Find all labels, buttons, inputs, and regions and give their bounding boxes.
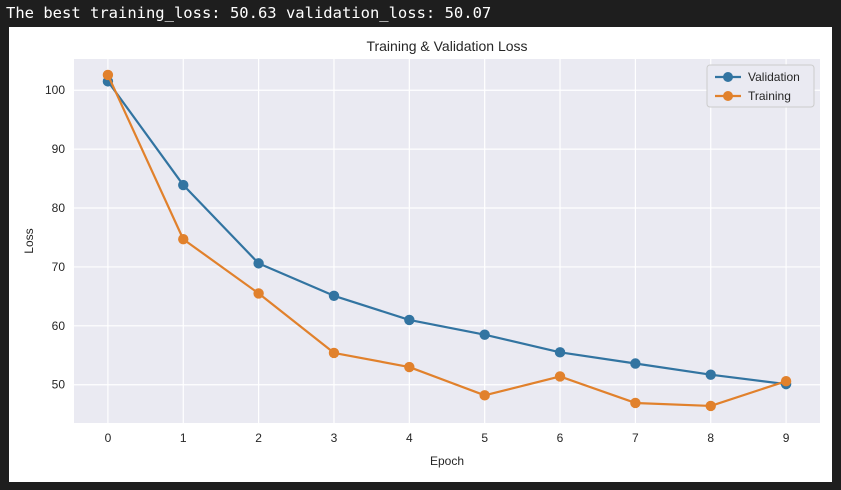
y-axis-label: Loss xyxy=(22,228,36,253)
data-point xyxy=(253,288,264,299)
loss-chart: 0 1 2 3 4 5 6 7 8 9 50 60 70 80 90 100 Training & Valid… xyxy=(22,38,820,468)
data-point xyxy=(404,314,415,326)
legend-swatch-marker xyxy=(723,91,733,101)
series-training xyxy=(102,69,792,412)
legend-label: Validation xyxy=(748,70,800,84)
data-point xyxy=(554,371,566,382)
y-tick-label: 50 xyxy=(52,378,66,392)
series-layer xyxy=(102,69,792,412)
x-tick-label: 4 xyxy=(406,431,413,445)
data-point xyxy=(630,358,641,369)
data-point xyxy=(705,369,716,380)
legend-label: Training xyxy=(748,89,791,103)
data-point xyxy=(780,375,792,387)
y-tick-label: 80 xyxy=(52,201,66,215)
data-point xyxy=(178,179,189,191)
x-tick-label: 8 xyxy=(707,431,714,445)
data-point xyxy=(705,400,716,412)
x-tick-label: 9 xyxy=(783,431,790,445)
x-tick-label: 6 xyxy=(557,431,564,445)
data-point xyxy=(630,397,641,409)
data-point xyxy=(328,290,340,301)
chart-title: Training & Validation Loss xyxy=(366,38,527,54)
x-axis-label: Epoch xyxy=(430,454,464,468)
tick-labels: 0 1 2 3 4 5 6 7 8 9 50 60 70 80 90 100 xyxy=(45,83,790,445)
legend-item-training: Training xyxy=(715,89,791,103)
data-point xyxy=(554,347,566,358)
data-point xyxy=(479,329,490,340)
data-point xyxy=(178,234,189,245)
plot-area xyxy=(74,59,820,423)
data-point xyxy=(328,347,340,359)
series-line xyxy=(106,74,787,408)
series-validation xyxy=(102,76,792,390)
x-tick-label: 2 xyxy=(255,431,262,445)
x-tick-label: 0 xyxy=(105,431,112,445)
grid-lines xyxy=(74,59,820,423)
data-point xyxy=(253,258,264,269)
data-point xyxy=(479,390,490,401)
data-point xyxy=(102,69,114,81)
legend: Validation Training xyxy=(706,64,815,108)
x-tick-label: 1 xyxy=(180,431,187,445)
y-tick-label: 100 xyxy=(45,83,65,97)
x-tick-label: 3 xyxy=(331,431,338,445)
legend-swatch-marker xyxy=(723,72,733,82)
chart-figure: 0 1 2 3 4 5 6 7 8 9 50 60 70 80 90 100 Training & Valid… xyxy=(9,27,832,482)
output-text: The best training_loss: 50.63 validation… xyxy=(6,4,492,22)
data-point xyxy=(404,361,415,373)
y-tick-label: 60 xyxy=(52,319,66,333)
y-tick-label: 70 xyxy=(52,260,66,274)
series-line xyxy=(107,80,787,386)
x-tick-label: 7 xyxy=(632,431,639,445)
y-tick-label: 90 xyxy=(52,142,66,156)
x-tick-label: 5 xyxy=(481,431,488,445)
legend-item-validation: Validation xyxy=(715,70,800,84)
